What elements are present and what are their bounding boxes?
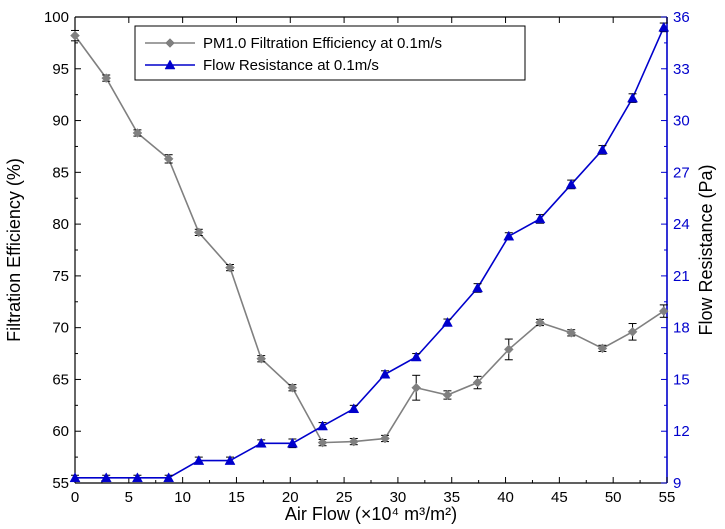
data-point-diamond: [442, 390, 453, 400]
legend: PM1.0 Filtration Efficiency at 0.1m/s Flo…: [134, 25, 526, 81]
y-tick-label: 80: [52, 216, 69, 233]
series-2: [69, 21, 670, 483]
data-point-diamond: [256, 353, 267, 364]
data-point-triangle: [100, 472, 112, 483]
data-point-triangle: [503, 230, 515, 241]
series-line: [74, 35, 665, 444]
data-point-triangle: [132, 472, 143, 483]
data-point-diamond: [627, 326, 638, 337]
data-point-triangle: [596, 144, 608, 155]
right-y-axis-title: Flow Resistance (Pa): [696, 164, 716, 335]
data-point-diamond: [287, 382, 298, 393]
y-tick-label: 75: [52, 268, 69, 285]
x-tick-label: 35: [443, 489, 460, 506]
y-tick-label: 95: [52, 61, 69, 78]
data-point-triangle: [193, 455, 205, 465]
data-point-diamond: [193, 227, 204, 238]
data-point-triangle: [627, 92, 638, 103]
data-point-triangle: [69, 472, 81, 483]
data-point-diamond: [503, 344, 514, 355]
data-point-diamond: [380, 433, 390, 444]
x-tick-label: 5: [125, 489, 133, 506]
series-1: [70, 29, 669, 448]
y-tick-label: 60: [52, 423, 69, 440]
y2-tick-label: 15: [673, 371, 690, 388]
right-y-axis: 9 12 15 18 21 24 27 30 33 36: [661, 9, 690, 492]
data-point-triangle: [255, 437, 267, 448]
y2-tick-label: 18: [673, 320, 690, 337]
x-tick-label: 15: [228, 489, 245, 506]
y-tick-label: 70: [52, 320, 69, 337]
data-point-diamond: [597, 343, 608, 354]
data-point-triangle: [348, 403, 360, 414]
data-point-triangle: [472, 282, 483, 293]
data-point-triangle: [410, 351, 422, 362]
left-y-axis-title: Filtration Efficiency (%): [4, 158, 24, 342]
data-point-diamond: [317, 437, 328, 448]
x-tick-label: 50: [605, 489, 622, 506]
data-point-diamond: [472, 377, 483, 388]
data-point-diamond: [101, 73, 112, 83]
x-tick-label: 55: [659, 489, 676, 506]
legend-box: [134, 25, 526, 81]
data-point-triangle: [163, 472, 175, 483]
y-tick-label: 65: [52, 371, 69, 388]
data-point-diamond: [411, 382, 422, 393]
y-tick-label: 100: [44, 9, 69, 26]
y2-tick-label: 24: [673, 216, 690, 233]
y2-tick-label: 36: [673, 9, 690, 26]
data-point-diamond: [225, 262, 235, 273]
y2-tick-label: 33: [673, 61, 690, 78]
data-point-triangle: [534, 213, 546, 224]
data-point-triangle: [287, 437, 298, 448]
x-tick-label: 40: [497, 489, 514, 506]
data-point-triangle: [441, 316, 453, 327]
legend-label: Flow Resistance at 0.1m/s: [203, 57, 379, 74]
y2-tick-label: 27: [673, 164, 690, 181]
y-tick-label: 90: [52, 113, 69, 130]
data-point-triangle: [658, 21, 670, 32]
x-axis-title: Air Flow (×10⁴ m³/m²): [285, 504, 457, 524]
data-point-triangle: [379, 368, 391, 379]
series-layer: [69, 21, 670, 483]
y2-tick-label: 30: [673, 113, 690, 130]
y2-tick-label: 12: [673, 423, 690, 440]
data-point-diamond: [566, 327, 577, 338]
data-point-diamond: [70, 30, 80, 41]
data-point-triangle: [565, 178, 577, 189]
x-tick-label: 25: [336, 489, 353, 506]
x-tick-label: 30: [390, 489, 407, 506]
x-axis: 0 5 10 15 20 25 30 35 40 45 50 55: [71, 17, 676, 506]
data-point-triangle: [317, 420, 328, 431]
series-line: [75, 27, 665, 479]
x-tick-label: 20: [282, 489, 299, 506]
y2-tick-label: 21: [673, 268, 690, 285]
y2-tick-label: 9: [673, 475, 681, 492]
data-point-diamond: [163, 154, 174, 164]
data-point-diamond: [348, 436, 359, 447]
plot-frame: [74, 16, 668, 484]
x-tick-label: 0: [71, 489, 79, 506]
data-point-diamond: [132, 128, 143, 138]
legend-marker-diamond: [165, 38, 175, 48]
data-point-diamond: [658, 306, 669, 316]
left-y-axis: 55 60 65 70 75 80 85 90 95 100: [44, 9, 81, 492]
y-tick-label: 85: [52, 164, 69, 181]
data-point-triangle: [224, 455, 236, 465]
legend-label: PM1.0 Filtration Efficiency at 0.1m/s: [203, 35, 442, 52]
x-tick-label: 45: [551, 489, 568, 506]
data-point-diamond: [535, 317, 545, 328]
y-tick-label: 55: [52, 475, 69, 492]
x-tick-label: 10: [174, 489, 191, 506]
legend-marker-triangle: [164, 59, 176, 70]
